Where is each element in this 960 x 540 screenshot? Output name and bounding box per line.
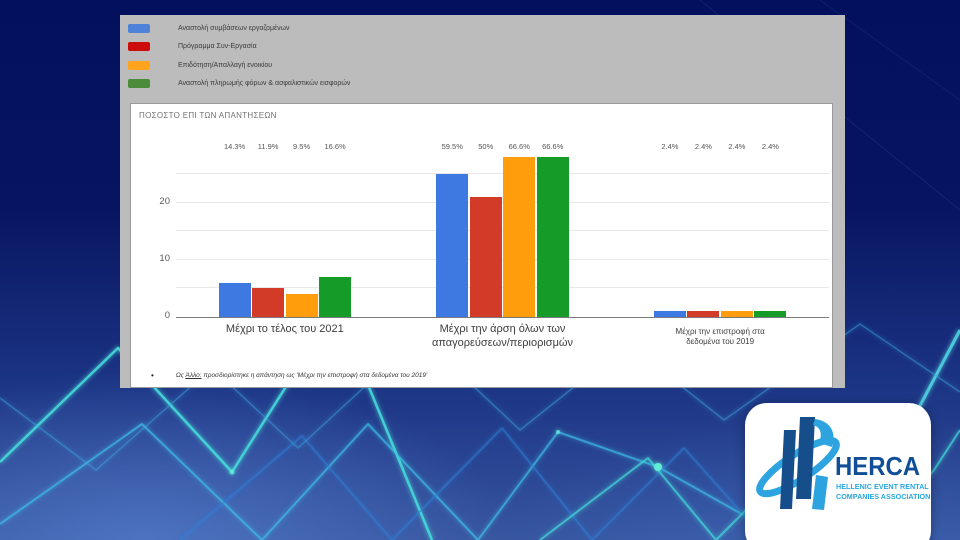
logo-subtitle-line1: HELLENIC EVENT RENTAL [836,482,929,491]
footnote-bullet: • [151,371,154,380]
plot-area: 0 10 20 14.3% 11.9% 9.5% 16.6% Μέχρι το τέλος τ… [159,142,829,349]
bar-value-label: 66.6% [508,142,530,151]
bar [218,282,251,317]
bar [469,197,502,317]
chart-title: ΠΟΣΟΣΤΟ ΕΠΙ ΤΩΝ ΑΠΑΝΤΗΣΕΩΝ [139,111,277,120]
bar [536,157,569,317]
bar-value-label: 14.3% [223,142,246,151]
legend-item: Αναστολή συμβάσεων εργαζομένων [128,23,350,33]
chart-area: ΠΟΣΟΣΤΟ ΕΠΙ ΤΩΝ ΑΠΑΝΤΗΣΕΩΝ 0 10 20 14.3% 11.… [130,103,833,388]
bar-value-label: 2.4% [761,142,779,151]
category-label: Μέχρι την άρση όλων των απαγορεύσεων/περ… [431,323,573,349]
footnote-text: Ως Άλλο: προσδιορίστηκε η απάντηση ως 'Μ… [175,372,428,379]
gridline [176,258,829,260]
y-tick-label: 0 [164,310,170,321]
legend-swatch [128,42,150,51]
bar-value-label: 59.5% [441,142,463,151]
bar [252,288,285,317]
legend-item: Επιδότηση/Απαλλαγή ενοικίου [128,60,350,70]
chart-legend: Αναστολή συμβάσεων εργαζομένων Πρόγραμμα … [128,23,350,97]
legend-swatch [128,79,150,88]
bar [285,294,318,317]
legend-label: Πρόγραμμα Συν-Εργασία [178,43,257,50]
legend-label: Αναστολή συμβάσεων εργαζομένων [178,24,290,32]
legend-swatch [128,23,150,33]
bar-value-label: 66.6% [542,142,564,151]
gridline [176,230,829,232]
bar [503,157,536,317]
logo-subtitle-line2: COMPANIES ASSOCIATION [836,492,931,501]
category-label: Μέχρι το τέλος του 2021 [225,323,344,335]
bar [754,311,787,317]
gridline [176,173,829,175]
footnote: • Ως Άλλο: προσδιορίστηκε η απάντηση ως … [151,372,427,380]
bar-value-label: 50% [478,142,494,151]
bar [653,311,686,317]
legend-item: Πρόγραμμα Συν-Εργασία [128,42,350,52]
gridline [176,287,829,289]
bar-value-label: 11.9% [257,142,279,151]
bar [319,277,352,317]
bar-value-label: 9.5% [293,142,311,151]
chart-panel: Αναστολή συμβάσεων εργαζομένων Πρόγραμμα … [120,15,845,388]
legend-item: Αναστολή πληρωμής φόρων & ασφαλιστικών ε… [128,79,350,89]
bar [436,174,469,317]
bar [720,311,753,317]
legend-label: Αναστολή πληρωμής φόρων & ασφαλιστικών ε… [178,80,351,87]
herca-logo-icon [756,417,840,510]
bar-value-label: 2.4% [661,142,679,151]
logo-wordmark: HERCA [835,451,921,481]
legend-label: Επιδότηση/Απαλλαγή ενοικίου [178,61,273,69]
bar-value-label: 16.6% [324,142,346,151]
bar-value-label: 2.4% [728,142,746,151]
legend-swatch [128,60,150,70]
y-tick-label: 10 [159,252,170,264]
gridline [176,201,829,203]
y-tick-label: 20 [159,195,170,207]
bar-value-label: 2.4% [694,142,712,151]
footnote-underlined-term: Άλλο: [185,372,202,379]
category-label: Μέχρι την επιστροφή στα δεδομένα του 201… [675,327,765,346]
bar [687,311,720,317]
herca-logo-card: HERCA HELLENIC EVENT RENTAL COMPANIES AS… [745,403,931,540]
